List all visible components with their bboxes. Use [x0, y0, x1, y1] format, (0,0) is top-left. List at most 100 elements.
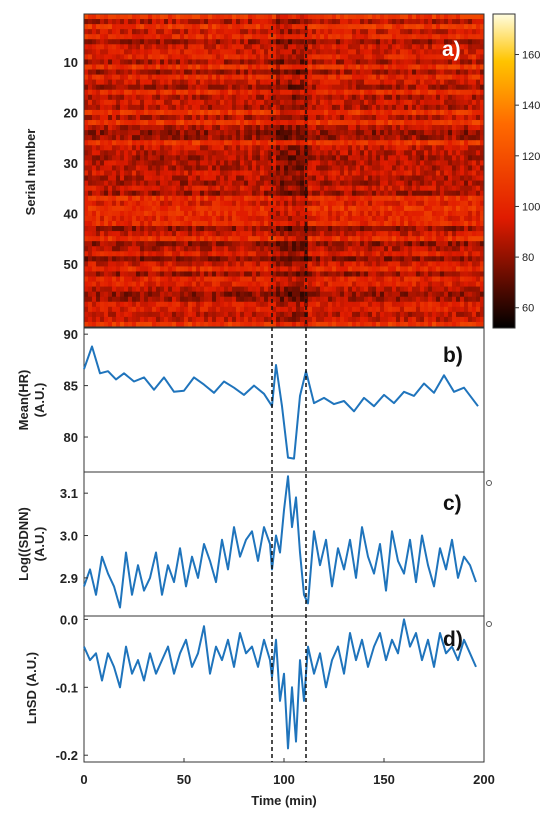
heatmap-cell [332, 69, 337, 75]
heatmap-cell [408, 256, 413, 262]
heatmap-cell [352, 84, 357, 91]
heatmap-cell [84, 14, 89, 20]
heatmap-cell [308, 135, 313, 141]
heatmap-cell [104, 104, 109, 111]
heatmap-cell [104, 155, 109, 161]
heatmap-cell [372, 220, 377, 227]
heatmap-cell [480, 54, 485, 60]
heatmap-cell [148, 231, 153, 237]
heatmap-cell [476, 44, 481, 50]
heatmap-cell [288, 54, 293, 60]
heatmap-cell [204, 29, 209, 35]
heatmap-cell [320, 104, 325, 111]
heatmap-cell [84, 84, 89, 91]
heatmap-cell [252, 160, 257, 166]
heatmap-cell [180, 59, 185, 65]
heatmap-cell [224, 246, 229, 252]
heatmap-cell [388, 256, 393, 262]
heatmap-cell [160, 44, 165, 50]
heatmap-cell [380, 241, 385, 247]
heatmap-cell [316, 215, 321, 222]
heatmap-cell [380, 205, 385, 212]
heatmap-cell [240, 79, 245, 85]
heatmap-cell [372, 135, 377, 141]
heatmap-cell [124, 155, 129, 161]
heatmap-cell [448, 54, 453, 60]
heatmap-cell [356, 236, 361, 242]
heatmap-cell [160, 236, 165, 242]
heatmap-cell [84, 24, 89, 30]
heatmap-cell [232, 120, 237, 126]
heatmap-cell [256, 241, 261, 247]
heatmap-cell [220, 160, 225, 166]
heatmap-cell [456, 165, 461, 171]
heatmap-cell [348, 246, 353, 252]
heatmap-cell [152, 59, 157, 65]
heatmap-cell [280, 205, 285, 212]
heatmap-cell [452, 64, 457, 70]
heatmap-cell [408, 246, 413, 252]
heatmap-cell [156, 246, 161, 252]
heatmap-cell [312, 246, 317, 252]
heatmap-cell [404, 185, 409, 191]
heatmap-cell [264, 170, 269, 176]
heatmap-cell [404, 59, 409, 65]
heatmap-cell [252, 155, 257, 161]
heatmap-cell [140, 155, 145, 161]
heatmap-cell [140, 140, 145, 146]
heatmap-cell [144, 114, 149, 121]
heatmap-cell [224, 104, 229, 111]
heatmap-cell [324, 190, 329, 197]
heatmap-cell [252, 205, 257, 212]
heatmap-cell [132, 165, 137, 171]
heatmap-cell [188, 175, 193, 181]
heatmap-cell [148, 256, 153, 262]
heatmap-cell [444, 104, 449, 111]
heatmap-cell [404, 170, 409, 176]
heatmap-cell [324, 170, 329, 176]
heatmap-cell [200, 241, 205, 247]
heatmap-cell [112, 34, 117, 40]
heatmap-cell [272, 180, 277, 186]
heatmap-cell [392, 170, 397, 176]
heatmap-cell [96, 236, 101, 242]
heatmap-cell [236, 231, 241, 237]
heatmap-cell [216, 130, 221, 136]
heatmap-cell [464, 195, 469, 202]
heatmap-cell [228, 54, 233, 60]
heatmap-cell [480, 24, 485, 30]
heatmap-cell [380, 145, 385, 151]
heatmap-cell [456, 215, 461, 222]
heatmap-cell [236, 59, 241, 65]
heatmap-cell [268, 49, 273, 55]
heatmap-cell [212, 215, 217, 222]
heatmap-cell [192, 261, 197, 267]
heatmap-cell [460, 49, 465, 55]
heatmap-cell [144, 231, 149, 237]
heatmap-cell [148, 89, 153, 96]
heatmap-cell [476, 256, 481, 262]
heatmap-cell [356, 195, 361, 202]
heatmap-cell [468, 64, 473, 70]
heatmap-cell [384, 84, 389, 91]
heatmap-cell [452, 220, 457, 227]
heatmap-cell [404, 24, 409, 30]
heatmap-cell [380, 34, 385, 40]
heatmap-cell [200, 236, 205, 242]
heatmap-cell [268, 246, 273, 252]
heatmap-cell [284, 180, 289, 186]
heatmap-cell [332, 145, 337, 151]
heatmap-cell [332, 220, 337, 227]
heatmap-cell [164, 165, 169, 171]
heatmap-cell [248, 89, 253, 96]
heatmap-cell [324, 256, 329, 262]
heatmap-cell [200, 185, 205, 191]
heatmap-cell [292, 200, 297, 207]
heatmap-cell [136, 84, 141, 91]
heatmap-cell [348, 231, 353, 237]
heatmap-cell [404, 215, 409, 222]
heatmap-cell [96, 145, 101, 151]
heatmap-cell [224, 44, 229, 50]
heatmap-cell [324, 94, 329, 101]
heatmap-cell [332, 84, 337, 91]
